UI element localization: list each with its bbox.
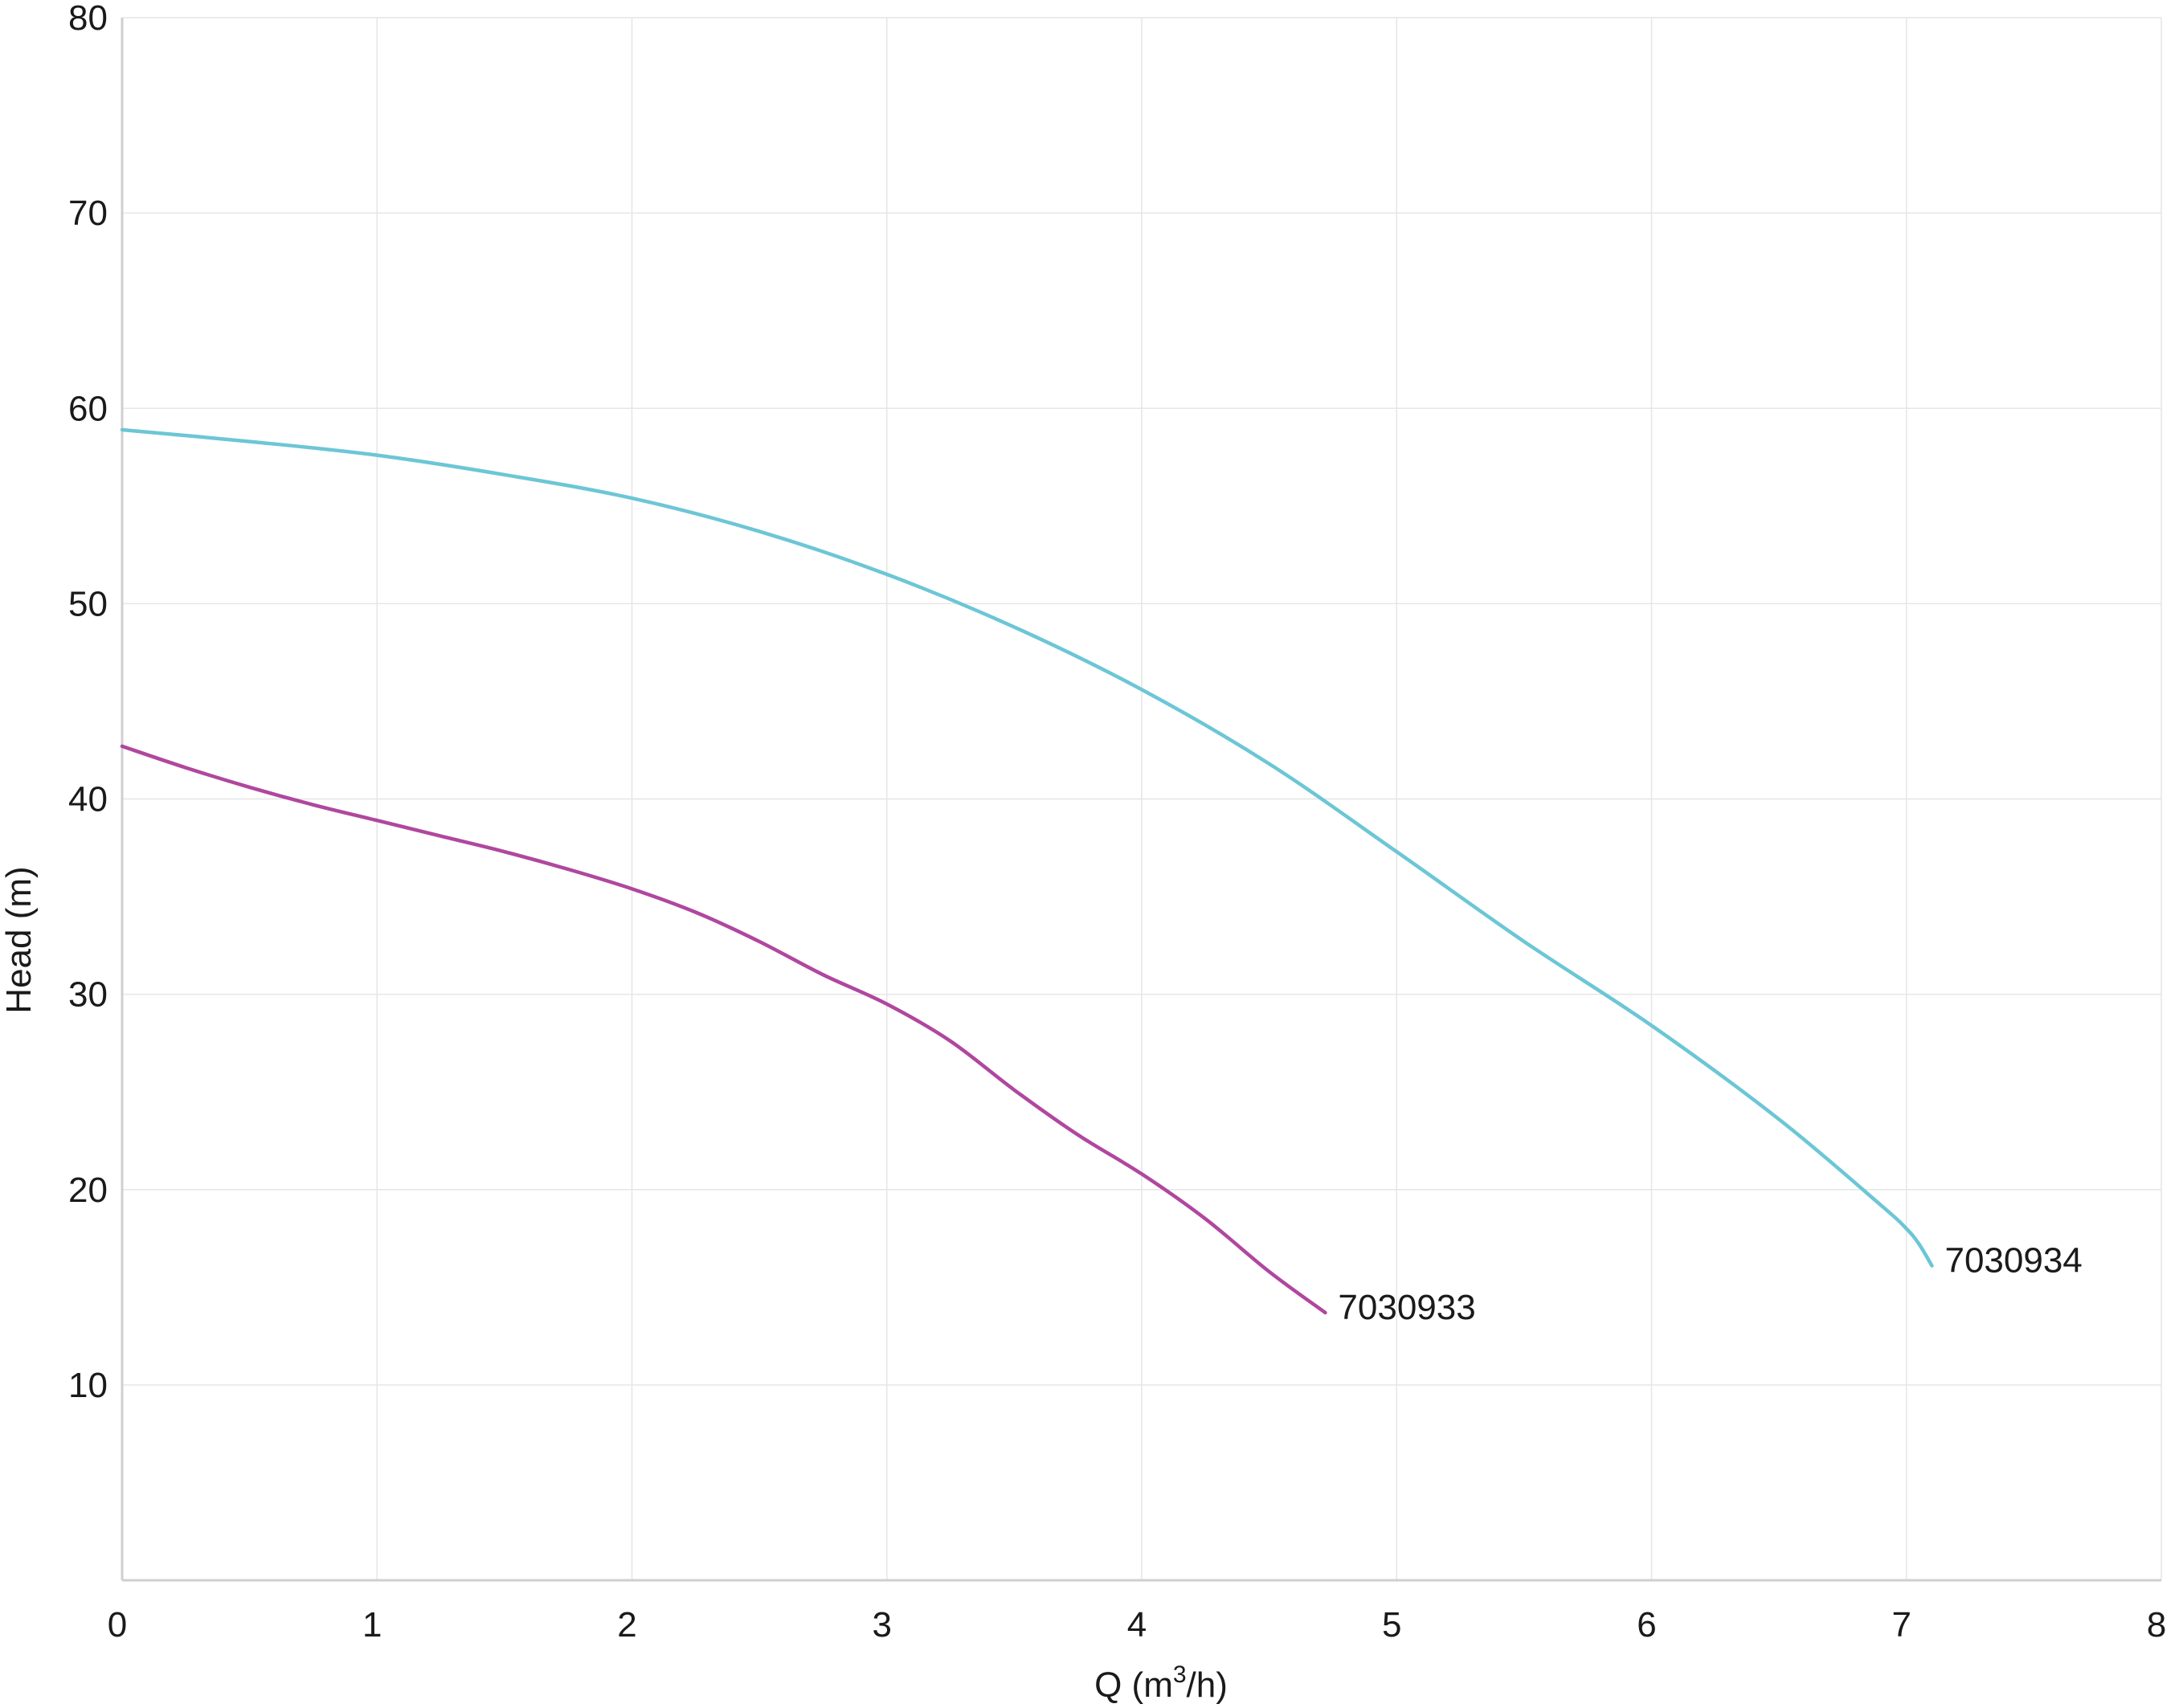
series-line-7030933: [120, 744, 1327, 1315]
series-label-7030933: 7030933: [1338, 1288, 1475, 1327]
y-tick-label: 80: [68, 0, 108, 38]
x-tick-label: 7: [1892, 1605, 1911, 1645]
x-tick-label: 6: [1637, 1605, 1656, 1645]
y-tick-label: 40: [68, 780, 108, 819]
series-label-7030934: 7030934: [1944, 1241, 2082, 1281]
y-tick-label: 30: [68, 975, 108, 1015]
y-axis-title: Head (m): [0, 866, 39, 1013]
grid: [122, 17, 2162, 1580]
x-axis-title: Q (m3/h): [1094, 1661, 1228, 1705]
y-tick-label: 70: [68, 194, 108, 233]
x-tick-label: 0: [108, 1605, 127, 1645]
y-tick-label: 60: [68, 389, 108, 428]
y-tick-label: 10: [68, 1366, 108, 1405]
y-tick-label: 20: [68, 1171, 108, 1210]
x-tick-label: 5: [1382, 1605, 1401, 1645]
x-tick-label: 8: [2147, 1605, 2166, 1645]
x-tick-label: 2: [617, 1605, 636, 1645]
axes: [121, 18, 2161, 1582]
x-tick-label: 3: [873, 1605, 892, 1645]
series-group: [120, 427, 1934, 1315]
labels: 0 1 2 3 4 5 6 7 8 10 20 30 40 50 60 70 80 7030933 7030934: [68, 0, 2166, 1645]
x-tick-label: 4: [1127, 1605, 1147, 1645]
y-tick-label: 50: [68, 584, 108, 623]
x-tick-label: 1: [362, 1605, 382, 1645]
series-line-7030934: [120, 427, 1934, 1268]
